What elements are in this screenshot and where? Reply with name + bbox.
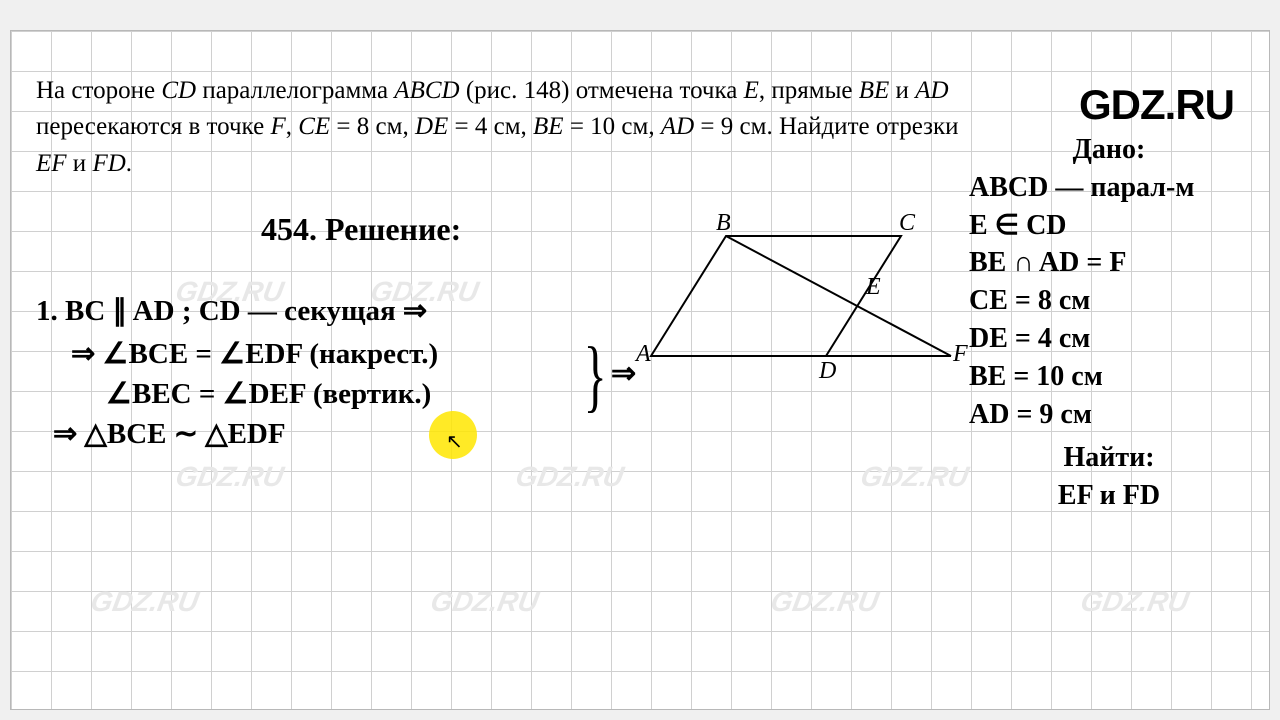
watermark: GDZ.RU	[768, 586, 881, 618]
curly-brace: }	[584, 331, 607, 422]
vertex-a-label: A	[636, 341, 651, 368]
vertex-b-label: B	[716, 210, 731, 237]
given-block: Дано: ABCD — парал-м E ∈ CD BE ∩ AD = F …	[969, 131, 1249, 515]
vertex-c-label: C	[899, 210, 915, 237]
watermark: GDZ.RU	[858, 461, 971, 493]
given-title: Дано:	[969, 131, 1249, 169]
solution-line-2: ⇒ ∠BCE = ∠EDF (накрест.)	[71, 336, 438, 371]
solution-line-3: ∠BEC = ∠DEF (вертик.)	[106, 376, 431, 411]
watermark: GDZ.RU	[173, 461, 286, 493]
parallelogram-diagram: A B C D E F	[631, 206, 971, 386]
find-line: EF и FD	[969, 477, 1249, 515]
watermark: GDZ.RU	[88, 586, 201, 618]
given-line: BE = 10 см	[969, 358, 1249, 396]
given-line: E ∈ CD	[969, 207, 1249, 245]
watermark: GDZ.RU	[513, 461, 626, 493]
given-line: BE ∩ AD = F	[969, 244, 1249, 282]
solution-line-1: 1. BC ∥ AD ; CD — секущая ⇒	[36, 293, 427, 328]
solution-title: 454. Решение:	[261, 211, 461, 248]
vertex-d-label: D	[819, 358, 836, 385]
watermark: GDZ.RU	[428, 586, 541, 618]
given-line: CE = 8 см	[969, 282, 1249, 320]
problem-statement: На стороне CD параллелограмма ABCD (рис.…	[36, 73, 966, 182]
site-logo: GDZ.RU	[1079, 81, 1234, 129]
vertex-e-label: E	[866, 274, 881, 301]
given-line: DE = 4 см	[969, 320, 1249, 358]
cursor-arrow-icon: ↖	[446, 429, 463, 454]
solution-line-4: ⇒ △BCE ∼ △EDF	[53, 416, 1280, 451]
vertex-f-label: F	[953, 341, 968, 368]
graph-paper-sheet: GDZ.RU GDZ.RU GDZ.RU GDZ.RU GDZ.RU GDZ.R…	[10, 30, 1270, 710]
watermark: GDZ.RU	[1078, 586, 1191, 618]
given-line: ABCD — парал-м	[969, 169, 1249, 207]
